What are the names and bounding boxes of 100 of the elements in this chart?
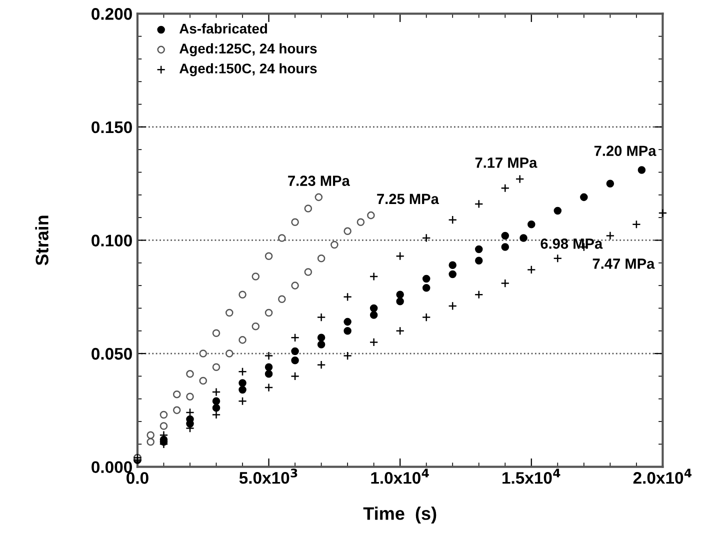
point <box>291 356 299 364</box>
y-tick-label: 0.200 <box>92 8 132 20</box>
point <box>369 272 378 281</box>
point <box>146 431 154 439</box>
point <box>526 265 536 274</box>
x-tick-label: 1.0x10$^{4}$ <box>371 468 429 484</box>
point <box>186 370 194 378</box>
point <box>638 166 646 174</box>
point <box>316 360 326 370</box>
point <box>343 292 352 302</box>
legend-label: As-fabricated <box>179 23 267 34</box>
point <box>369 338 378 347</box>
point <box>317 340 326 348</box>
y-tick-label: 0.000 <box>92 461 132 474</box>
annotation: 7.23 MPa <box>288 176 350 186</box>
point <box>264 252 273 260</box>
point <box>212 397 220 405</box>
point <box>238 336 246 344</box>
point <box>448 261 456 270</box>
point <box>520 234 528 242</box>
point <box>515 174 524 184</box>
point <box>528 220 536 228</box>
point <box>422 312 431 322</box>
point <box>344 318 352 326</box>
point <box>422 234 431 242</box>
legend-label: Aged:125C, 24 hours <box>179 43 317 56</box>
point <box>264 383 274 392</box>
point <box>501 243 510 251</box>
y-tick-label: 0.100 <box>92 234 132 246</box>
point <box>396 290 404 299</box>
annotation: 7.20 MPa <box>594 146 656 156</box>
point <box>474 245 483 254</box>
point <box>580 193 588 202</box>
point <box>186 392 194 400</box>
point <box>330 240 338 249</box>
point <box>317 254 326 262</box>
point <box>554 206 562 215</box>
point <box>278 234 286 242</box>
point <box>396 298 404 306</box>
point <box>500 184 510 193</box>
point <box>252 322 260 330</box>
point <box>632 220 641 229</box>
point <box>396 326 405 336</box>
point <box>172 406 181 414</box>
point <box>290 333 300 342</box>
point <box>448 302 458 310</box>
point <box>264 308 273 317</box>
point <box>291 218 299 226</box>
point <box>304 268 312 276</box>
point <box>252 272 260 280</box>
point <box>264 363 273 372</box>
point <box>212 404 220 412</box>
point <box>553 254 562 263</box>
point <box>500 278 510 288</box>
point <box>212 363 220 372</box>
point <box>343 351 352 360</box>
point <box>304 204 312 212</box>
annotation: 7.47 MPa <box>592 258 655 269</box>
point <box>238 290 246 299</box>
point <box>226 350 234 358</box>
annotation: 6.98 MPa <box>540 238 603 249</box>
point <box>290 372 300 381</box>
y-axis-title: Strain <box>35 216 48 266</box>
x-tick-label: 0.0 <box>126 472 148 484</box>
point <box>317 334 326 342</box>
annotation: 7.17 MPa <box>475 158 538 168</box>
point <box>199 350 208 358</box>
point <box>278 295 286 304</box>
point <box>212 329 220 338</box>
point <box>370 311 378 319</box>
point <box>238 386 246 394</box>
point <box>264 351 274 360</box>
point <box>238 367 247 376</box>
annotation: 7.25 MPa <box>377 194 440 204</box>
point <box>474 290 484 300</box>
point <box>238 379 246 387</box>
point <box>172 390 181 398</box>
point <box>422 284 430 292</box>
x-tick-label: 1.5x10$^{4}$ <box>502 468 560 484</box>
point <box>606 231 615 240</box>
point <box>474 200 484 208</box>
point <box>344 326 352 335</box>
point <box>199 376 208 385</box>
point <box>658 208 668 218</box>
point <box>264 370 273 378</box>
x-tick-label: 2.0x10$^{4}$ <box>633 468 692 484</box>
point <box>238 396 247 406</box>
point <box>160 410 168 419</box>
y-tick-label: 0.050 <box>92 348 132 360</box>
point <box>448 270 456 278</box>
point <box>356 218 365 226</box>
point <box>314 193 323 202</box>
x-axis-title: Time (s) <box>363 506 436 524</box>
point <box>160 422 168 430</box>
point <box>474 256 483 265</box>
point <box>367 211 375 220</box>
point <box>291 282 299 290</box>
point <box>501 232 510 240</box>
x-tick-label: 5.0x10$^{3}$ <box>239 468 298 484</box>
point <box>226 308 234 317</box>
